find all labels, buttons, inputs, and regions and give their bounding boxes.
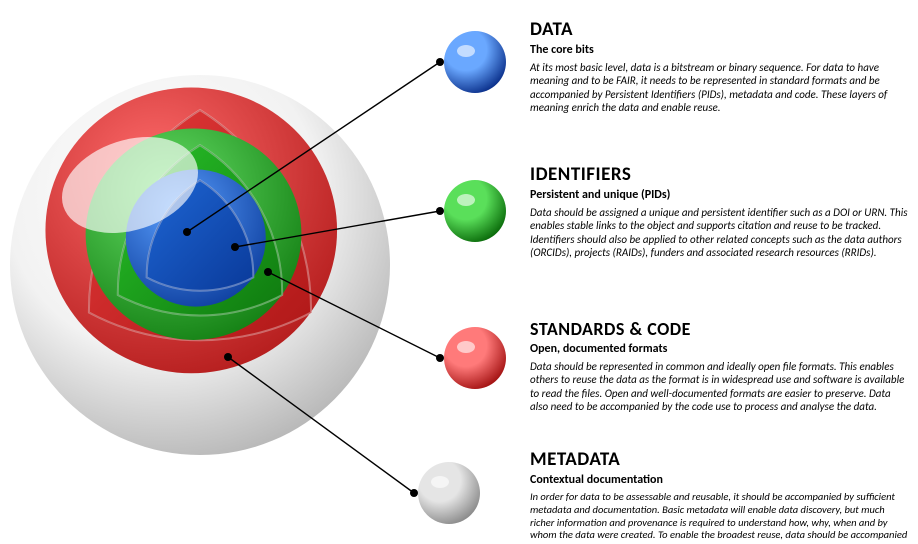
connector-dot-data-start	[183, 228, 191, 236]
text-block-3: METADATA Contextual documentation In order…	[530, 448, 910, 544]
connector-dot-data-end	[436, 58, 444, 66]
block-subtitle: Contextual documentation	[530, 473, 910, 487]
connector-dot-metadata-start	[224, 353, 232, 361]
block-title: IDENTIFIERS	[530, 163, 910, 186]
connector-dot-metadata-end	[410, 489, 418, 497]
legend-sphere-metadata	[418, 462, 480, 524]
text-block-2: STANDARDS & CODE Open, documented formats…	[530, 318, 910, 414]
block-subtitle: The core bits	[530, 43, 910, 57]
block-title: DATA	[530, 18, 910, 41]
connector-dot-identifiers-start	[231, 243, 239, 251]
legend-sphere-identifiers	[444, 180, 506, 242]
infographic-stage: DATA The core bits At its most basic level…	[0, 0, 918, 544]
block-body: Data should be assigned a unique and per…	[530, 206, 910, 260]
block-body: Data should be represented in common and…	[530, 360, 910, 414]
legend-sphere-standards	[444, 327, 506, 389]
text-block-0: DATA The core bits At its most basic level…	[530, 18, 910, 115]
text-block-1: IDENTIFIERS Persistent and unique (PIDs) D…	[530, 163, 910, 260]
legend-sphere-data	[444, 31, 506, 93]
block-title: METADATA	[530, 448, 910, 471]
block-title: STANDARDS & CODE	[530, 318, 910, 340]
block-subtitle: Open, documented formats	[530, 342, 910, 356]
block-body: In order for data to be assessable and r…	[530, 491, 910, 544]
connector-dot-standards-end	[436, 354, 444, 362]
block-subtitle: Persistent and unique (PIDs)	[530, 188, 910, 202]
connector-dot-identifiers-end	[436, 207, 444, 215]
block-body: At its most basic level, data is a bitst…	[530, 61, 910, 115]
connector-dot-standards-start	[264, 268, 272, 276]
